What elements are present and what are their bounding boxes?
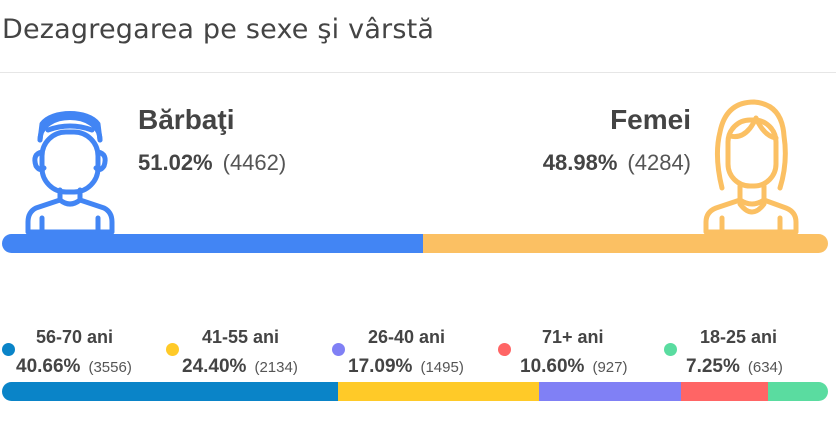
age-distribution-bar bbox=[2, 382, 828, 401]
age-label: 56-70 ani bbox=[36, 327, 114, 347]
age-count: (634) bbox=[747, 359, 783, 376]
age-stats: 10.60% (927) bbox=[520, 356, 627, 378]
male-user-icon bbox=[22, 96, 118, 236]
age-stats: 24.40% (2134) bbox=[182, 356, 298, 378]
male-label: Bărbaţi bbox=[138, 104, 235, 135]
female-count: (4284) bbox=[627, 150, 691, 175]
age-bar-segment-56-70 bbox=[2, 382, 338, 401]
age-bar-segment-26-40 bbox=[539, 382, 681, 401]
male-count: (4462) bbox=[222, 150, 287, 175]
gender-bar-segment-male bbox=[2, 234, 424, 253]
legend-dot bbox=[498, 343, 511, 356]
age-bar-segment-41-55 bbox=[337, 382, 540, 401]
age-bar-segment-71-plus bbox=[680, 382, 769, 401]
age-label: 71+ ani bbox=[542, 327, 604, 347]
legend-dot bbox=[2, 343, 15, 356]
age-label: 41-55 ani bbox=[202, 327, 280, 347]
age-stats: 7.25% (634) bbox=[686, 356, 783, 378]
legend-dot bbox=[664, 343, 677, 356]
male-stats: 51.02% (4462) bbox=[138, 150, 286, 176]
legend-dot bbox=[166, 343, 179, 356]
age-label: 18-25 ani bbox=[700, 327, 778, 347]
age-stats: 17.09% (1495) bbox=[348, 356, 464, 378]
age-count: (2134) bbox=[254, 359, 298, 376]
age-percent: 7.25% bbox=[686, 356, 740, 377]
legend-dot bbox=[332, 343, 345, 356]
age-count: (1495) bbox=[420, 359, 464, 376]
page-title: Dezagregarea pe sexe şi vârstă bbox=[2, 14, 435, 45]
age-count: (927) bbox=[592, 359, 628, 376]
header-divider bbox=[0, 72, 836, 73]
age-stats: 40.66% (3556) bbox=[16, 356, 132, 378]
gender-bar-segment-female bbox=[423, 234, 828, 253]
age-label: 26-40 ani bbox=[368, 327, 446, 347]
age-percent: 17.09% bbox=[348, 356, 413, 377]
age-percent: 10.60% bbox=[520, 356, 585, 377]
gender-distribution-bar bbox=[2, 234, 828, 253]
female-label: Femei bbox=[610, 104, 691, 135]
female-user-icon bbox=[700, 96, 799, 236]
age-percent: 40.66% bbox=[16, 356, 81, 377]
age-bar-segment-18-25 bbox=[768, 382, 828, 401]
age-percent: 24.40% bbox=[182, 356, 247, 377]
female-percent: 48.98% bbox=[542, 150, 618, 175]
age-count: (3556) bbox=[88, 359, 132, 376]
female-stats: 48.98% (4284) bbox=[543, 150, 691, 176]
male-percent: 51.02% bbox=[138, 150, 213, 175]
